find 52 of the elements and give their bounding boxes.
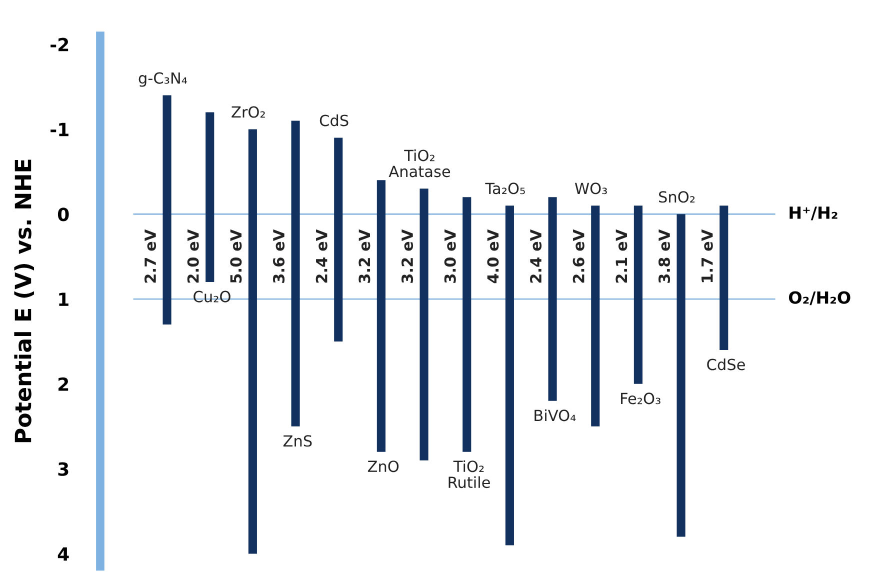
data-label: 2.4 eV: [530, 229, 542, 283]
data-label: 3.2 eV: [358, 229, 370, 283]
ref-line-label: H⁺/H₂: [790, 206, 838, 220]
x-tick-label: TiO₂ Anatase: [388, 149, 450, 178]
data-label: 2.0 eV: [187, 229, 199, 283]
data-label: 3.8 eV: [658, 229, 670, 283]
x-tick-label: SnO₂: [659, 191, 695, 203]
data-label: 5.0 eV: [230, 229, 242, 283]
ref-line-label: O₂/H₂O: [788, 291, 850, 306]
bar: [591, 206, 600, 426]
y-axis-title: Potential E (V) vs. NHE: [14, 160, 34, 442]
y-tick-label: 1: [59, 292, 68, 306]
x-tick-label: WO₃: [574, 182, 607, 194]
bar: [334, 138, 343, 342]
x-tick-label: Cu₂O: [194, 290, 230, 302]
bar: [720, 206, 728, 350]
data-label: 2.6 eV: [572, 229, 584, 283]
bar: [462, 197, 472, 452]
bar: [206, 112, 214, 282]
y-tick-label: 2: [58, 377, 68, 391]
data-label: 4.0 eV: [487, 229, 499, 284]
data-label: 1.7 eV: [702, 229, 713, 282]
data-label: 3.2 eV: [401, 229, 414, 283]
data-label: 2.7 eV: [144, 229, 156, 283]
y-tick-label: -1: [50, 122, 68, 136]
x-tick-label: ZnO: [368, 460, 399, 472]
x-tick-label: Fe₂O₃: [621, 392, 660, 404]
bar: [162, 95, 172, 324]
x-tick-label: ZrO₂: [232, 106, 265, 118]
data-label: 3.6 eV: [272, 229, 285, 283]
data-label: 2.4 eV: [316, 229, 328, 283]
y-tick-label: 4: [58, 547, 69, 561]
x-tick-label: CdSe: [707, 358, 745, 370]
x-tick-label: ZnS: [283, 435, 312, 447]
bar: [505, 206, 514, 546]
y-tick-label: -2: [50, 38, 68, 52]
data-label: 3.0 eV: [444, 229, 456, 283]
y-tick-label: 0: [58, 208, 69, 222]
bar: [248, 129, 257, 554]
bar: [376, 180, 386, 452]
bar: [676, 214, 686, 537]
x-tick-label: TiO₂ Rutile: [448, 460, 490, 488]
y-tick-label: 3: [58, 462, 68, 476]
bar: [291, 120, 300, 426]
x-tick-label: BiVO₄: [534, 409, 576, 422]
x-tick-label: CdS: [320, 114, 348, 126]
bar: [420, 188, 428, 460]
bar: [548, 197, 557, 401]
data-label: 2.1 eV: [616, 229, 628, 283]
bar: [634, 206, 642, 384]
x-tick-label: g-C₃N₄: [138, 72, 188, 87]
x-tick-label: Ta₂O₅: [485, 182, 525, 194]
